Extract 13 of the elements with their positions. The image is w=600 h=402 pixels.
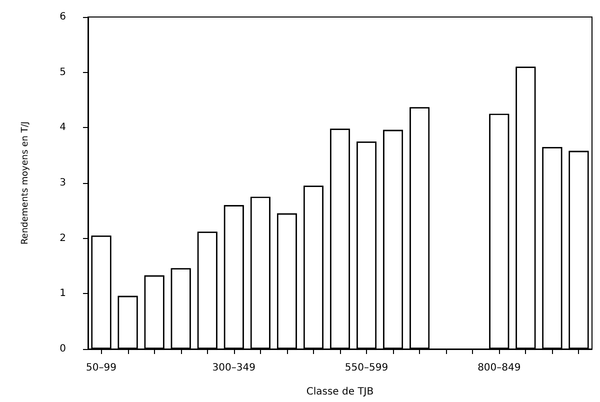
y-tick-label: 4 [60,122,66,134]
x-tick-label: 300–349 [212,362,256,374]
x-tick-label: 800–849 [478,362,521,374]
y-tick-label: 0 [60,344,66,354]
y-tick-label: 1 [60,288,66,300]
y-tick-label: 5 [60,66,66,78]
y-tick-label: 2 [60,232,66,244]
y-tick-label: 3 [60,178,66,188]
x-tick-label: 550–599 [344,362,388,374]
x-axis-title: Classe de TJB [306,386,374,398]
x-tick-label: 50–99 [86,362,116,374]
y-axis-title: Rendements moyens en T/J [20,121,30,245]
y-tick-label: 6 [60,12,66,22]
